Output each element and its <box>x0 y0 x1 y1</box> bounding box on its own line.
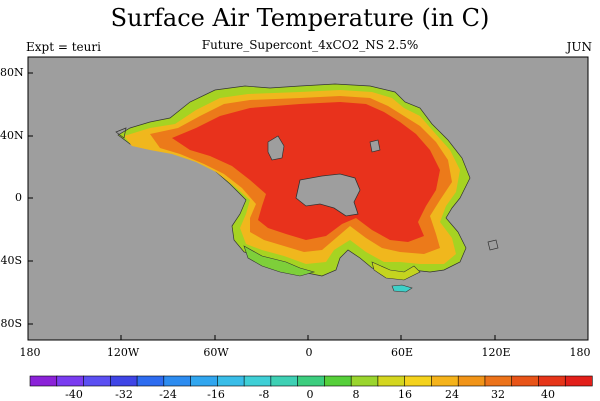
colorbar-tick-label: -24 <box>159 388 177 401</box>
colorbar-swatch <box>297 375 325 387</box>
y-tick-label: 80S <box>0 317 22 330</box>
colorbar-swatch <box>457 375 486 387</box>
colorbar-swatch <box>484 375 513 387</box>
colorbar-swatch <box>377 375 406 387</box>
colorbar-swatch <box>564 375 593 387</box>
southern-peninsula <box>243 245 316 277</box>
colorbar-tick-label: 24 <box>445 388 459 401</box>
x-tick-label: 0 <box>305 346 313 359</box>
y-tick-label: 80N <box>0 66 24 79</box>
colorbar-tick-label: -32 <box>115 388 133 401</box>
supercontinent-landmass <box>115 83 499 293</box>
x-tick-label: 60E <box>390 346 414 359</box>
colorbar-tick-label: 32 <box>491 388 505 401</box>
colorbar-swatch <box>136 375 165 387</box>
x-axis-ticks <box>27 335 589 340</box>
colorbar-tick-label: 0 <box>306 388 314 401</box>
colorbar-swatch <box>243 375 272 387</box>
land-hot-core <box>172 102 440 242</box>
colorbar-tick-label: 40 <box>541 388 555 401</box>
experiment-label: Expt = teuri <box>26 40 101 54</box>
colorbar-tick-label: 16 <box>398 388 412 401</box>
map-title: Surface Air Temperature (in C) <box>110 4 490 32</box>
month-label: JUN <box>566 40 592 54</box>
colorbar-swatch <box>163 375 192 387</box>
colorbar-swatch <box>404 375 433 387</box>
y-tick-label: 40S <box>0 254 22 267</box>
colorbar-swatch <box>83 375 111 387</box>
colorbar-swatch <box>217 375 245 387</box>
colorbar-swatch <box>511 375 540 387</box>
y-tick-label: 40N <box>0 129 24 142</box>
southern-island <box>391 284 413 293</box>
colorbar-swatch <box>56 375 85 387</box>
colorbar-swatch <box>538 375 566 387</box>
colorbar-swatch <box>109 375 138 387</box>
colorbar-swatch <box>324 375 352 387</box>
x-tick-label: 180 <box>569 346 591 359</box>
colorbar-swatch <box>431 375 459 387</box>
colorbar-swatch <box>270 375 299 387</box>
colorbar-swatch <box>350 375 379 387</box>
lake <box>267 135 285 161</box>
southern-peninsula <box>371 261 421 281</box>
lake <box>369 139 381 153</box>
x-tick-label: 60W <box>203 346 229 359</box>
colorbar-tick-label: -16 <box>207 388 225 401</box>
y-axis-ticks <box>28 72 33 325</box>
colorbar-tick-label: 8 <box>352 388 360 401</box>
western-island <box>115 127 127 139</box>
x-tick-label: 120W <box>106 346 140 359</box>
inland-sea <box>295 173 361 217</box>
x-tick-label: 120E <box>481 346 511 359</box>
colorbar-tick-label: -40 <box>65 388 83 401</box>
y-tick-label: 0 <box>15 191 22 204</box>
eastern-island <box>487 239 499 251</box>
colorbar-swatch <box>29 375 58 387</box>
colorbar-tick-label: -8 <box>258 388 270 401</box>
colorbar <box>29 375 593 387</box>
colorbar-swatch <box>190 375 218 387</box>
x-tick-label: 180 <box>19 346 41 359</box>
map-subtitle: Future_Supercont_4xCO2_NS 2.5% <box>201 38 419 52</box>
